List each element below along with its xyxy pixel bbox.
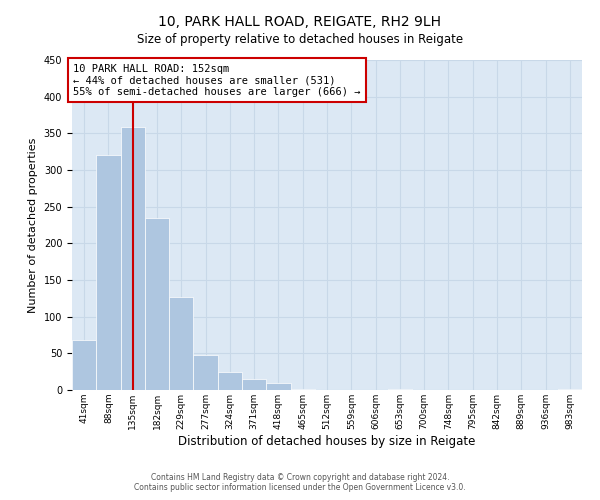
Bar (242, 379, 266, 390)
Bar (96, 156, 121, 390)
X-axis label: Distribution of detached houses by size in Reigate: Distribution of detached houses by size … (178, 434, 476, 448)
Bar (72, 340, 96, 390)
Bar (218, 372, 242, 390)
Text: Size of property relative to detached houses in Reigate: Size of property relative to detached ho… (137, 32, 463, 46)
Bar (290, 388, 315, 390)
Text: 10, PARK HALL ROAD, REIGATE, RH2 9LH: 10, PARK HALL ROAD, REIGATE, RH2 9LH (158, 15, 442, 29)
Bar (121, 128, 145, 390)
Y-axis label: Number of detached properties: Number of detached properties (28, 138, 38, 312)
Bar (193, 355, 218, 390)
Bar (169, 297, 193, 390)
Bar (145, 218, 169, 390)
Text: Contains HM Land Registry data © Crown copyright and database right 2024.
Contai: Contains HM Land Registry data © Crown c… (134, 473, 466, 492)
Text: 10 PARK HALL ROAD: 152sqm
← 44% of detached houses are smaller (531)
55% of semi: 10 PARK HALL ROAD: 152sqm ← 44% of detac… (73, 64, 361, 97)
Bar (266, 382, 290, 390)
